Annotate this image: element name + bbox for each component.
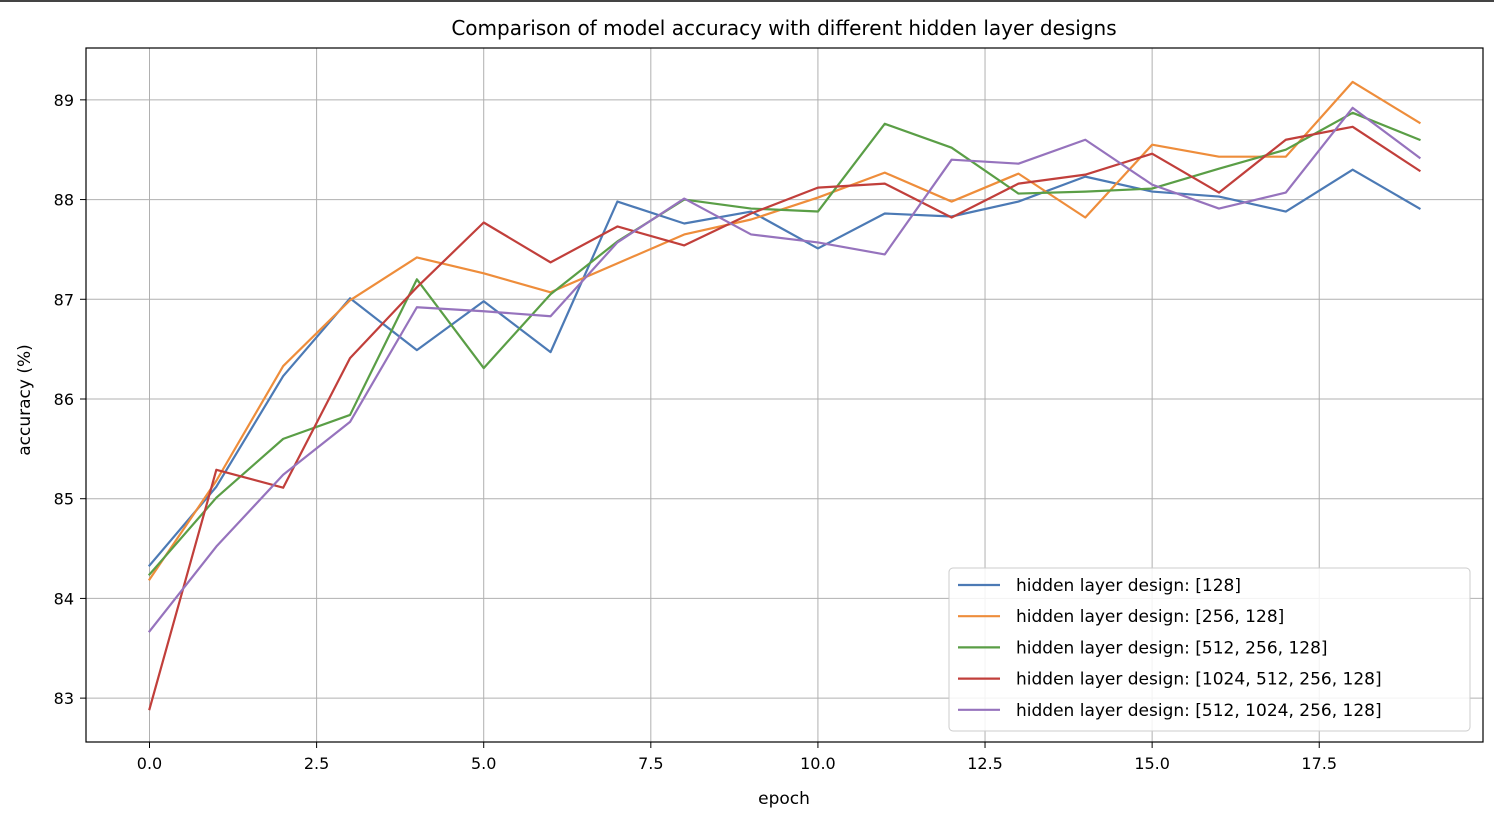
series-line-1 [147,168,1422,568]
legend-box [948,567,1471,732]
x-axis-label: epoch [758,789,810,809]
chart-title: Comparison of model accuracy with differ… [451,16,1116,40]
y-tick-label: 84 [54,589,74,608]
series-line-2 [147,80,1422,581]
y-tick-label: 89 [54,91,74,110]
series-lines [147,80,1422,711]
legend-label-4: hidden layer design: [1024, 512, 256, 12… [1016,670,1382,690]
x-tick-label: 0.0 [137,754,162,773]
x-tick-label: 7.5 [638,754,663,773]
legend-label-5: hidden layer design: [512, 1024, 256, 12… [1016,701,1382,721]
y-tick-label: 85 [54,490,74,509]
y-tick-label: 83 [54,689,74,708]
legend-label-2: hidden layer design: [256, 128] [1016,607,1284,627]
y-axis-label: accuracy (%) [15,344,35,456]
plot-area-frame [85,47,1484,743]
series-line-4 [148,125,1422,711]
y-tick-label: 86 [54,390,74,409]
x-tick-label: 5.0 [471,754,496,773]
x-axis-ticks: 0.0 2.5 5.0 7.5 10.0 12.5 15.0 17.5 [137,742,1337,773]
y-tick-label: 88 [54,191,74,210]
x-tick-label: 15.0 [1134,754,1170,773]
legend-label-3: hidden layer design: [512, 256, 128] [1016,638,1328,658]
y-tick-label: 87 [54,290,74,309]
legend-items: hidden layer design: [128] hidden layer d… [958,576,1382,721]
window-top-border [0,0,1494,2]
x-tick-label: 2.5 [304,754,329,773]
legend-label-1: hidden layer design: [128] [1016,576,1241,596]
series-line-5 [147,106,1422,633]
x-tick-label: 10.0 [800,754,836,773]
series-line-3 [147,111,1421,577]
x-tick-label: 17.5 [1301,754,1337,773]
x-tick-label: 12.5 [967,754,1003,773]
y-axis-ticks: 83 84 85 86 87 88 89 [54,91,86,708]
legend: hidden layer design: [128] hidden layer d… [948,567,1471,732]
